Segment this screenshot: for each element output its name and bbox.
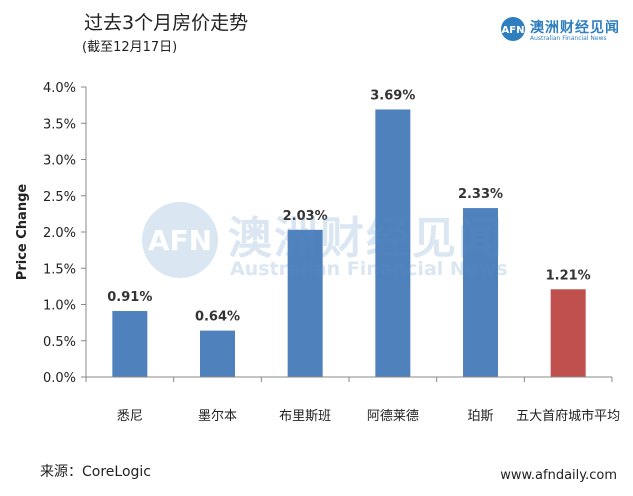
y-tick-label: 1.0% <box>43 299 76 314</box>
y-axis-ticks: 0.0% 0.5% 1.0% 1.5% 2.0% 2.5% 3.0% 3.5% 4.0% <box>43 81 86 386</box>
bar-2 <box>200 330 235 377</box>
data-label-6: 1.21% <box>546 268 591 283</box>
data-label-2: 0.64% <box>195 310 240 325</box>
chart-title: 过去3个月房价走势 <box>84 12 249 34</box>
data-labels: 0.91% 0.64% 2.03% 3.69% 2.33% 1.21% <box>107 88 590 324</box>
data-label-1: 0.91% <box>107 290 152 305</box>
logo-english-name: Australian Financial News <box>530 35 607 42</box>
chart-subtitle: (截至12月17日) <box>82 40 178 55</box>
bar-1 <box>112 311 148 377</box>
category-label-5: 珀斯 <box>467 409 493 424</box>
data-label-4: 3.69% <box>370 88 415 103</box>
y-tick-label: 3.0% <box>43 154 76 169</box>
category-label-6: 五大首府城市平均 <box>516 408 620 424</box>
category-label-1: 悉尼 <box>117 409 143 424</box>
afn-logo: AFN 澳洲财经见闻 Australian Financial News <box>500 16 624 44</box>
data-label-5: 2.33% <box>458 187 503 202</box>
bar-3 <box>287 229 323 377</box>
svg-text:AFN: AFN <box>502 25 525 36</box>
data-label-3: 2.03% <box>283 209 328 224</box>
bar-5 <box>463 208 498 377</box>
y-tick-label: 4.0% <box>43 81 76 96</box>
logo-chinese-name: 澳洲财经见闻 <box>530 20 620 36</box>
afn-logo-icon: AFN <box>501 17 525 41</box>
y-axis-label: Price Change <box>15 184 30 281</box>
y-tick-label: 0.5% <box>43 335 76 350</box>
bar-4 <box>375 109 411 377</box>
source-note: 来源：CoreLogic <box>40 464 151 480</box>
category-labels: 悉尼 墨尔本 布里斯班 阿德莱德 珀斯 五大首府城市平均 <box>117 408 620 424</box>
y-tick-label: 2.0% <box>43 226 76 241</box>
category-label-4: 阿德莱德 <box>367 409 419 424</box>
category-label-3: 布里斯班 <box>279 409 331 424</box>
bar-6 <box>550 289 586 377</box>
y-tick-label: 1.5% <box>43 262 76 277</box>
bars <box>85 109 613 382</box>
website-url: www.afndaily.com <box>500 468 617 483</box>
y-tick-label: 0.0% <box>43 371 76 386</box>
category-label-2: 墨尔本 <box>198 409 237 424</box>
y-tick-label: 2.5% <box>43 190 76 205</box>
y-tick-label: 3.5% <box>43 117 76 132</box>
